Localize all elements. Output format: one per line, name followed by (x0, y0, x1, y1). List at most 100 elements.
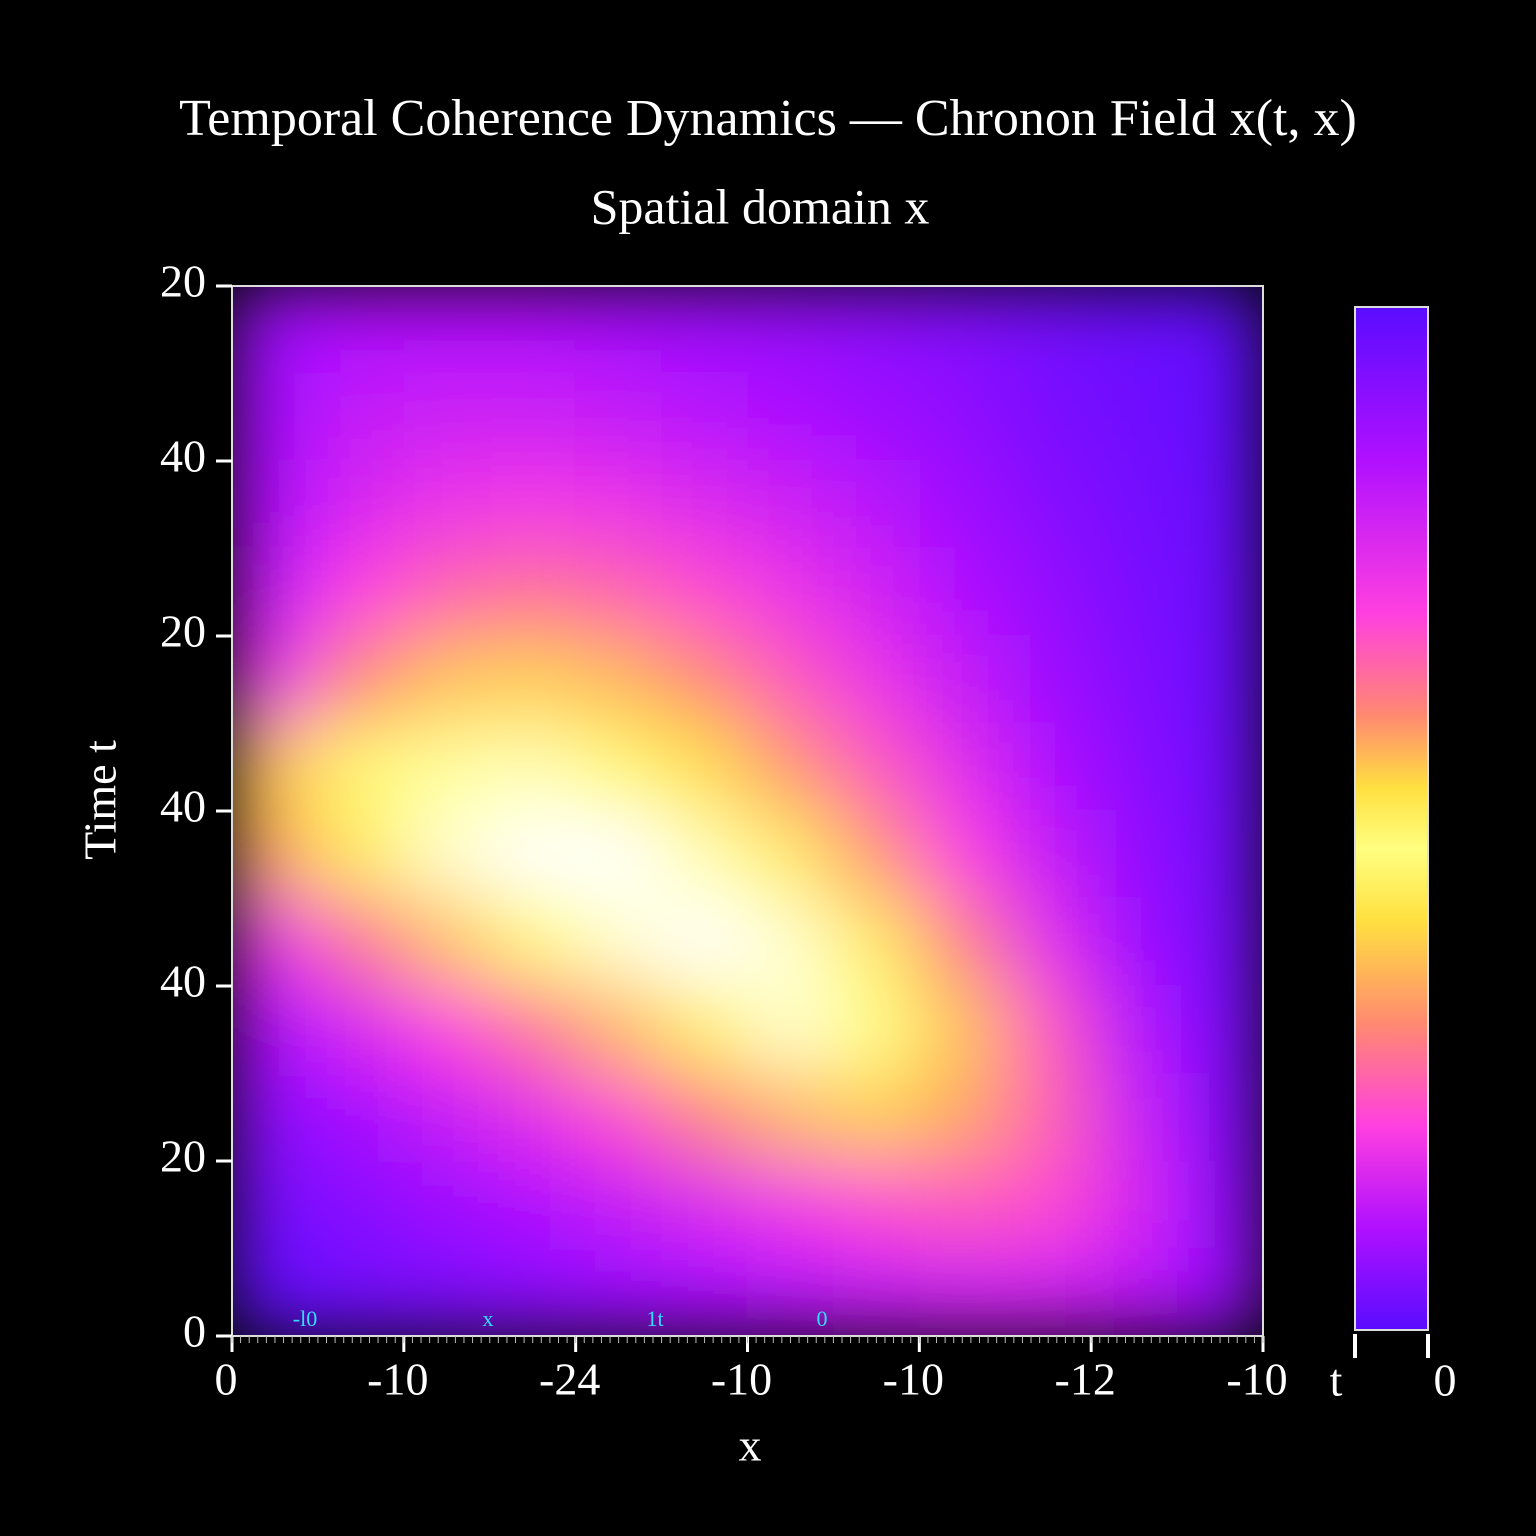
heatmap-cell (403, 898, 491, 987)
annotation: 1t (646, 1306, 663, 1331)
y-axis-label: Time t (75, 740, 126, 860)
heatmap-cell (403, 985, 491, 1074)
heatmap-cell (403, 1160, 491, 1249)
heatmap-cell (403, 810, 491, 899)
heatmap-cell (1176, 548, 1263, 637)
heatmap-cell (1090, 985, 1178, 1074)
x-tick-label: -10 (711, 1354, 772, 1405)
heatmap-cell (832, 810, 920, 899)
heatmap-cell (1176, 373, 1263, 462)
x-tick-label: 0 (215, 1354, 238, 1405)
heatmap-cell (575, 1073, 663, 1162)
heatmap-cell (1090, 898, 1178, 987)
heatmap-cell (232, 635, 319, 724)
heatmap-cell (1004, 898, 1092, 987)
heatmap-cell (747, 460, 834, 549)
heatmap-cell (747, 373, 834, 462)
heatmap-cell (918, 810, 1006, 899)
heatmap-cell (403, 286, 491, 374)
y-tick-label: 40 (160, 431, 206, 482)
heatmap-cell (918, 460, 1006, 549)
heatmap-cell (918, 898, 1006, 987)
heatmap-cell (489, 286, 577, 374)
heatmap-cell (575, 985, 663, 1074)
heatmap-cell (747, 286, 834, 374)
heatmap-cell (832, 548, 920, 637)
heatmap-cell (1176, 810, 1263, 899)
x-tick-label: -10 (1226, 1354, 1287, 1405)
heatmap-cell (489, 635, 577, 724)
x-tick-label: -10 (883, 1354, 944, 1405)
heatmap-cell (317, 635, 405, 724)
heatmap-cell (661, 1073, 748, 1162)
x-axis-label: x (739, 1420, 762, 1471)
heatmap-cell (232, 286, 319, 374)
heatmap-cell (317, 460, 405, 549)
heatmap-cell (661, 635, 748, 724)
heatmap-cell (403, 635, 491, 724)
heatmap-cell (403, 548, 491, 637)
colorbar-label: 0 (1434, 1355, 1457, 1406)
heatmap-cell (575, 548, 663, 637)
heatmap-cell (832, 635, 920, 724)
heatmap-cell (1004, 286, 1092, 374)
heatmap-cell (1090, 1073, 1178, 1162)
heatmap-cell (1004, 635, 1092, 724)
heatmap-cell (232, 1248, 319, 1336)
heatmap-cell (489, 373, 577, 462)
heatmap-cell (232, 898, 319, 987)
heatmap-cell (747, 1248, 834, 1336)
heatmap-cell (747, 723, 834, 812)
heatmap-cell (232, 1160, 319, 1249)
heatmap-cell (832, 1160, 920, 1249)
heatmap-cell (832, 1248, 920, 1336)
annotation: -l0 (293, 1306, 317, 1331)
heatmap-cell (232, 548, 319, 637)
x-tick-label: -24 (539, 1354, 600, 1405)
colorbar-label: t (1330, 1355, 1343, 1406)
heatmap-cell (317, 286, 405, 374)
heatmap-cell (1004, 460, 1092, 549)
heatmap-cell (575, 635, 663, 724)
x-tick-label: -10 (367, 1354, 428, 1405)
heatmap-cell (918, 373, 1006, 462)
heatmap-cell (1090, 1160, 1178, 1249)
heatmap-cell (489, 1248, 577, 1336)
heatmap-cell (661, 1160, 748, 1249)
heatmap-cell (918, 1073, 1006, 1162)
heatmap-cell (1176, 723, 1263, 812)
heatmap-cell (661, 723, 748, 812)
heatmap-cell (489, 1160, 577, 1249)
heatmap-cell (317, 1160, 405, 1249)
heatmap-cell (232, 460, 319, 549)
heatmap-cell (1090, 810, 1178, 899)
colorbar (1354, 306, 1429, 1331)
annotation: 0 (817, 1306, 828, 1331)
heatmap-cell (1176, 1073, 1263, 1162)
heatmap-cell (661, 1248, 748, 1336)
heatmap-cell (1176, 985, 1263, 1074)
heatmap-cell (403, 723, 491, 812)
heatmap-cell (918, 548, 1006, 637)
heatmap-cell (661, 898, 748, 987)
heatmap-cell (489, 460, 577, 549)
y-tick-label: 40 (160, 956, 206, 1007)
heatmap-cell (832, 373, 920, 462)
heatmap-cell (1090, 723, 1178, 812)
heatmap-cell (661, 373, 748, 462)
heatmap-cell (747, 635, 834, 724)
heatmap-cell (232, 723, 319, 812)
heatmap-cell (661, 810, 748, 899)
heatmap-cell (232, 1073, 319, 1162)
y-tick-label: 40 (160, 781, 206, 832)
heatmap-cell (832, 286, 920, 374)
heatmap-cell (918, 1160, 1006, 1249)
heatmap-cell (317, 898, 405, 987)
heatmap-cell (403, 460, 491, 549)
heatmap-cell (317, 1073, 405, 1162)
heatmap-cell (1176, 1248, 1263, 1336)
heatmap-cell (1090, 1248, 1178, 1336)
heatmap-cell (575, 1160, 663, 1249)
heatmap-cell (575, 373, 663, 462)
